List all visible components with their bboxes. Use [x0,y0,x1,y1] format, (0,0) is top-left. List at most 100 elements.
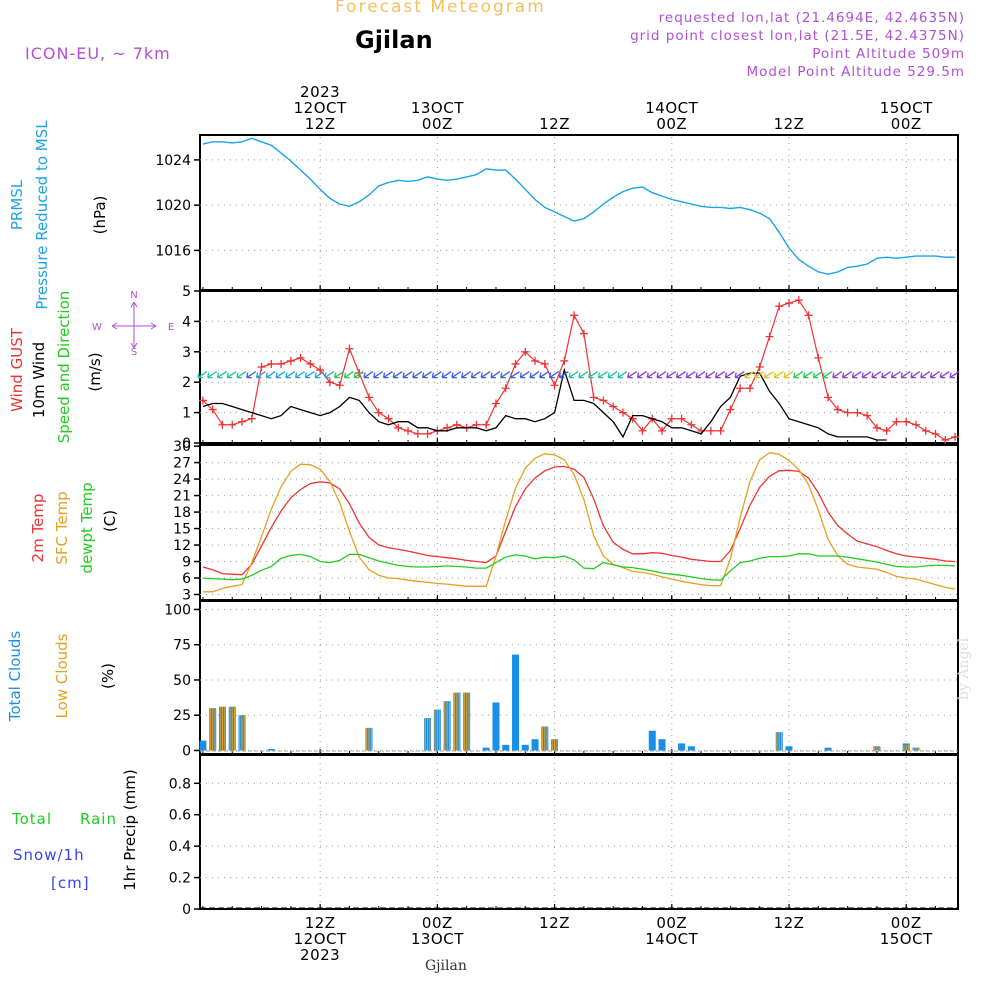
wind-direction-arrow [490,371,501,379]
bottom-time-label: 00Z [422,914,453,932]
wind-gust-marker [228,420,237,429]
low-cloud-bar [454,692,456,751]
wind-gust-marker [814,353,823,362]
wind-gust-marker [394,423,403,432]
pressure-label-prmsl: PRMSL [8,179,26,230]
wind-direction-arrow [675,371,686,379]
wind-gust-marker [198,396,207,405]
wind-gust-marker [325,378,334,387]
wind-gust-marker [531,356,540,365]
wind-gust-marker [579,329,588,338]
low-cloud-bar [370,727,372,751]
low-cloud-bar [781,732,783,751]
total-cloud-bar [687,746,695,751]
wind-direction-arrow [832,371,843,379]
wind-direction-arrow [754,371,765,379]
low-cloud-bar [876,746,878,751]
wind-gust-marker [374,408,383,417]
low-cloud-bar [224,706,226,751]
bottom-time-label: 2023 [300,946,340,964]
bottom-time-label: 15OCT [880,930,933,948]
wind-gust-marker [491,399,500,408]
wind-direction-arrow [802,371,813,379]
y-tick-label: 1 [182,406,191,422]
wind-direction-arrow [353,371,364,379]
low-cloud-bar [446,701,448,751]
low-cloud-bar [243,715,245,751]
total-cloud-bar [199,740,207,751]
wind-direction-arrow [783,371,794,379]
y-tick-label: 4 [182,314,191,330]
y-tick-label: 0.8 [169,776,191,792]
total-cloud-bar [678,743,686,751]
wind-gust-marker [609,402,618,411]
low-cloud-bar [424,718,426,751]
y-tick-label: 1020 [155,198,191,214]
y-tick-label: 15 [173,522,191,538]
total-cloud-bar [267,749,275,751]
model-name: ICON-EU, ~ 7km [25,44,171,63]
temp-2m-line [202,465,956,576]
wind-direction-arrow [851,371,862,379]
wind-direction-arrow [548,371,559,379]
wind-gust-marker [384,414,393,423]
wind-direction-arrow [812,371,823,379]
wind-gust-marker [501,384,510,393]
wind-direction-arrow [470,371,481,379]
axis-labels: 1016102010240123453691215182124273002550… [6,83,933,964]
wind-gust-marker [247,414,256,423]
y-tick-label: 24 [173,472,191,488]
wind-gust-marker [706,426,715,435]
y-tick-label: 12 [173,538,191,554]
low-cloud-bar [554,739,556,751]
wind-gust-marker [423,429,432,438]
wind-gust-marker [824,393,833,402]
wind-direction-arrow [480,371,491,379]
top-time-label: 12Z [539,115,570,133]
wind-direction-arrow [421,371,432,379]
wind-direction-arrow [275,371,286,379]
wind-gust-marker [316,366,325,375]
low-cloud-bar [915,747,917,751]
low-cloud-bar [439,709,441,751]
rain-label: Rain [80,810,117,828]
wind-direction-arrow [949,371,960,379]
wind-direction-arrow [920,371,931,379]
wind-direction-arrow [890,371,901,379]
low-cloud-bar [436,709,438,751]
low-cloud-bar [546,726,548,751]
wind-gust-marker [482,420,491,429]
bottom-time-label: 12Z [774,914,805,932]
wind-direction-arrow [431,371,442,379]
compass-west: W [92,322,102,333]
y-tick-label: 30 [173,439,191,455]
wind-gust-marker [413,429,422,438]
y-tick-label: 21 [173,489,191,505]
top-time-label: 00Z [891,115,922,133]
top-time-label: 12OCT [294,99,347,117]
wind-gust-marker [745,384,754,393]
wind-direction-arrow [519,371,530,379]
wind-direction-arrow [197,371,208,379]
wind-gust-marker [296,353,305,362]
y-tick-label: 1016 [155,243,191,259]
wind-direction-arrow [666,371,677,379]
low-cloud-bar [466,692,468,751]
y-tick-label: 1024 [155,153,191,169]
low-cloud-bar [214,708,216,751]
total-cloud-bar [824,747,832,751]
wind-direction-arrow [324,371,335,379]
chart-title: Forecast Meteogram [335,0,546,17]
dewpt-temp-label: dewpt Temp [78,482,96,573]
wind-gust-marker [872,423,881,432]
wind-gust-marker [599,396,608,405]
wind-direction-arrow [607,371,618,379]
wind-direction-arrow [910,371,921,379]
y-tick-label: 25 [173,708,191,724]
wind-direction-arrow [529,371,540,379]
y-tick-label: 27 [173,456,191,472]
wind-direction-arrow [714,371,725,379]
wind-direction-arrow [929,371,940,379]
y-tick-label: 3 [182,345,191,361]
